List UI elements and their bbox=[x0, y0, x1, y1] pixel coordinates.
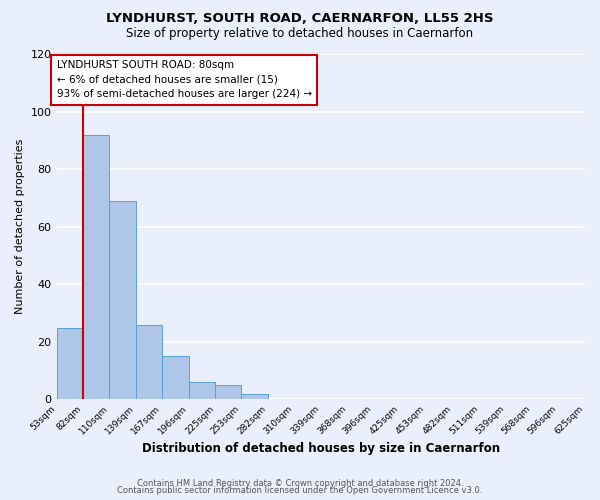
Text: Contains HM Land Registry data © Crown copyright and database right 2024.: Contains HM Land Registry data © Crown c… bbox=[137, 478, 463, 488]
Bar bbox=[215, 385, 241, 400]
Text: Contains public sector information licensed under the Open Government Licence v3: Contains public sector information licen… bbox=[118, 486, 482, 495]
Bar bbox=[83, 134, 109, 400]
Bar bbox=[188, 382, 215, 400]
X-axis label: Distribution of detached houses by size in Caernarfon: Distribution of detached houses by size … bbox=[142, 442, 500, 455]
Bar bbox=[241, 394, 268, 400]
Text: LYNDHURST, SOUTH ROAD, CAERNARFON, LL55 2HS: LYNDHURST, SOUTH ROAD, CAERNARFON, LL55 … bbox=[106, 12, 494, 26]
Bar bbox=[585, 394, 600, 400]
Bar bbox=[56, 328, 83, 400]
Bar bbox=[162, 356, 188, 400]
Bar bbox=[109, 201, 136, 400]
Text: Size of property relative to detached houses in Caernarfon: Size of property relative to detached ho… bbox=[127, 28, 473, 40]
Text: LYNDHURST SOUTH ROAD: 80sqm
← 6% of detached houses are smaller (15)
93% of semi: LYNDHURST SOUTH ROAD: 80sqm ← 6% of deta… bbox=[56, 60, 311, 100]
Bar bbox=[136, 324, 162, 400]
Y-axis label: Number of detached properties: Number of detached properties bbox=[15, 139, 25, 314]
